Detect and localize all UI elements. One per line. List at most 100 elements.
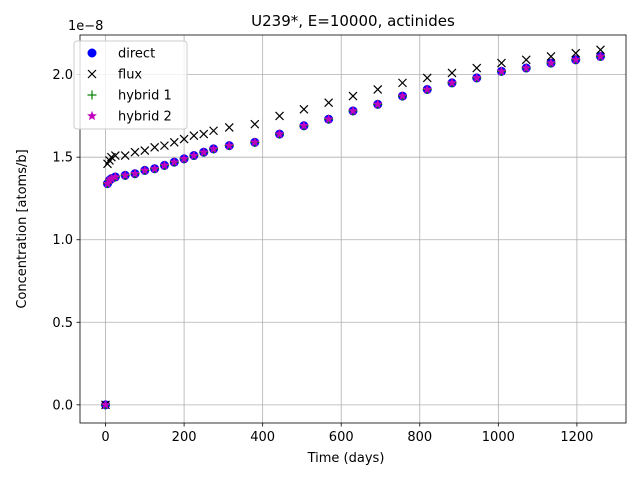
flux-point (209, 126, 218, 136)
x-marker-stroke (179, 134, 189, 144)
x-marker-stroke (596, 45, 605, 55)
y-tick-label: 1.5 (52, 151, 73, 166)
hybrid-2-point (129, 168, 141, 179)
flux-point (472, 63, 482, 73)
x-marker-stroke (324, 98, 334, 108)
hybrid-2-point (595, 51, 606, 61)
data-markers (100, 45, 606, 410)
x-tick-label: 600 (329, 430, 354, 445)
legend: direct flux hybrid 1 hybrid 2 (73, 40, 188, 130)
legend-marker-hybrid-1 (87, 90, 97, 100)
legend-label-hybrid-1: hybrid 1 (118, 89, 172, 104)
flux-point (160, 141, 169, 151)
hybrid-2-point (188, 150, 199, 160)
y-tick-label: 0.5 (52, 316, 73, 331)
x-marker-stroke (348, 91, 358, 101)
y-tick-label: 1.0 (52, 233, 73, 248)
y-grid (80, 74, 626, 406)
flux-point (546, 52, 556, 61)
x-marker-stroke (169, 137, 179, 147)
hybrid-2-point (545, 57, 557, 68)
hybrid-2-point (422, 84, 433, 94)
hybrid-2-point (274, 128, 285, 139)
flux-point (571, 48, 581, 58)
series-flux (101, 45, 605, 410)
flux-point (169, 137, 179, 147)
hybrid-2-point (120, 170, 131, 180)
flux-point (224, 123, 234, 132)
flux-point (110, 151, 120, 160)
x-marker-stroke (546, 52, 556, 61)
flux-point (497, 58, 506, 68)
flux-point (199, 129, 209, 139)
x-marker-stroke (140, 146, 150, 155)
flux-point (398, 78, 407, 88)
hybrid-2-point (496, 65, 507, 76)
x-axis-ticks: 0 200 400 600 800 1000 1200 (101, 423, 593, 445)
hybrid-2-point (521, 62, 532, 73)
hybrid-2-point (110, 171, 121, 182)
y-offset-text: 1e−8 (68, 19, 103, 34)
x-tick-label: 1000 (482, 430, 515, 445)
y-axis-ticks: 0.0 0.5 1.0 1.5 2.0 (52, 68, 80, 413)
x-marker-stroke (373, 85, 383, 94)
hybrid-2-point (446, 77, 458, 88)
x-marker-stroke (275, 111, 284, 121)
hybrid-2-point (159, 160, 170, 170)
axes-frame (79, 34, 627, 424)
x-marker-stroke (87, 69, 97, 79)
flux-point (130, 147, 140, 157)
x-marker-stroke (398, 78, 407, 88)
x-tick-label: 800 (407, 430, 432, 445)
hybrid-2-point (179, 153, 190, 164)
x-marker-stroke (422, 73, 432, 83)
x-marker-stroke (299, 104, 309, 114)
flux-point (348, 91, 358, 101)
y-tick-label: 0.0 (52, 398, 73, 413)
flux-point (275, 111, 284, 121)
x-marker-stroke (110, 151, 120, 160)
hybrid-2-point (149, 163, 160, 174)
hybrid-2-point (169, 156, 180, 167)
flux-point (324, 98, 334, 108)
flux-point (373, 85, 383, 94)
x-tick-label: 1200 (560, 430, 593, 445)
x-tick-label: 0 (101, 430, 109, 445)
flux-point (422, 73, 432, 83)
hybrid-2-point (249, 136, 260, 147)
flux-point (299, 104, 309, 114)
y-axis-label: Concentration [atoms/b] (15, 149, 30, 308)
x-marker-stroke (250, 119, 260, 129)
hybrid-2-point (471, 72, 482, 83)
flux-point (596, 45, 605, 55)
legend-box (73, 40, 188, 130)
flux-point (179, 134, 189, 144)
hybrid-2-point (100, 399, 111, 410)
flux-point (447, 68, 457, 78)
hybrid-2-point (323, 113, 334, 124)
chart-title: U239*, E=10000, actinides (251, 12, 455, 30)
x-marker-stroke (209, 126, 218, 136)
legend-label-flux: flux (118, 68, 142, 83)
hybrid-2-point (298, 120, 309, 131)
x-marker-stroke (224, 123, 234, 132)
x-marker-stroke (130, 147, 140, 157)
hybrid-2-point (208, 143, 219, 154)
flux-point (140, 146, 150, 155)
x-marker-stroke (199, 129, 209, 139)
legend-label-direct: direct (118, 47, 155, 62)
x-marker-stroke (189, 131, 199, 141)
x-marker-stroke (447, 68, 457, 78)
x-marker-stroke (571, 48, 581, 58)
x-marker-stroke (472, 63, 482, 73)
legend-marker-direct (87, 48, 97, 58)
flux-point (250, 119, 260, 129)
x-marker-stroke (497, 58, 506, 68)
hybrid-2-point (397, 90, 408, 101)
series-hybrid-2 (100, 51, 606, 410)
hybrid-2-point (570, 54, 581, 65)
flux-point (189, 131, 199, 141)
flux-point (120, 151, 130, 160)
y-tick-label: 2.0 (52, 68, 73, 83)
